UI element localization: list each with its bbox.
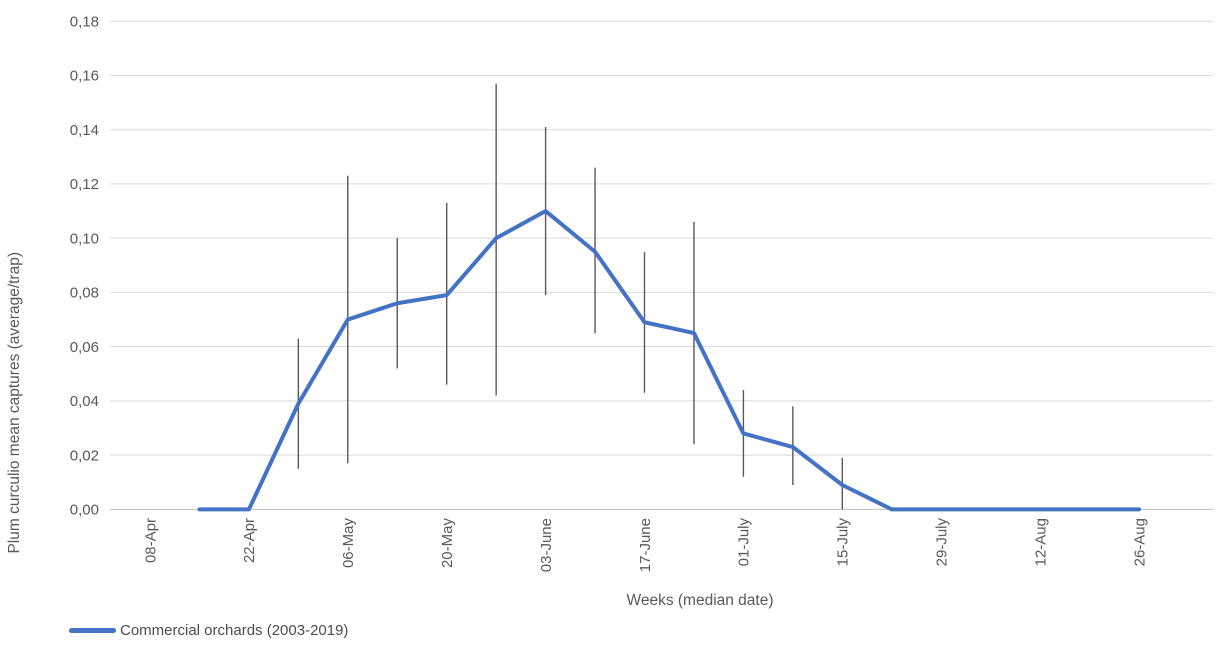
legend-line-swatch [69, 628, 116, 633]
legend: Commercial orchards (2003-2019) [69, 622, 348, 639]
x-tick-label: 22-Apr [241, 518, 258, 563]
y-tick-label: 0,02 [70, 447, 99, 464]
x-tick-label: 12-Aug [1032, 518, 1049, 566]
x-tick-label: 20-May [439, 518, 456, 569]
x-tick-label: 26-Aug [1131, 518, 1148, 566]
y-tick-label: 0,04 [70, 393, 99, 410]
x-tick-label: 15-July [835, 518, 852, 567]
y-tick-label: 0,18 [70, 13, 99, 30]
y-tick-label: 0,10 [70, 230, 99, 247]
y-tick-label: 0,12 [70, 176, 99, 193]
x-tick-label: 29-July [933, 518, 950, 567]
x-axis-title: Weeks (median date) [626, 592, 774, 609]
y-tick-label: 0,08 [70, 285, 99, 302]
x-tick-label: 17-June [637, 518, 654, 572]
y-tick-label: 0,00 [70, 502, 99, 519]
x-tick-label: 06-May [340, 518, 357, 569]
y-tick-label: 0,06 [70, 339, 99, 356]
y-tick-label: 0,16 [70, 68, 99, 85]
y-axis-title-text: Plum curculio mean captures (average/tra… [6, 252, 23, 554]
x-tick-label: 03-June [538, 518, 555, 572]
x-tick-label: 08-Apr [142, 518, 159, 563]
legend-series-label: Commercial orchards (2003-2019) [120, 622, 349, 639]
x-tick-label: 01-July [736, 518, 753, 567]
y-tick-label: 0,14 [70, 122, 99, 139]
series-line [197, 209, 1141, 512]
